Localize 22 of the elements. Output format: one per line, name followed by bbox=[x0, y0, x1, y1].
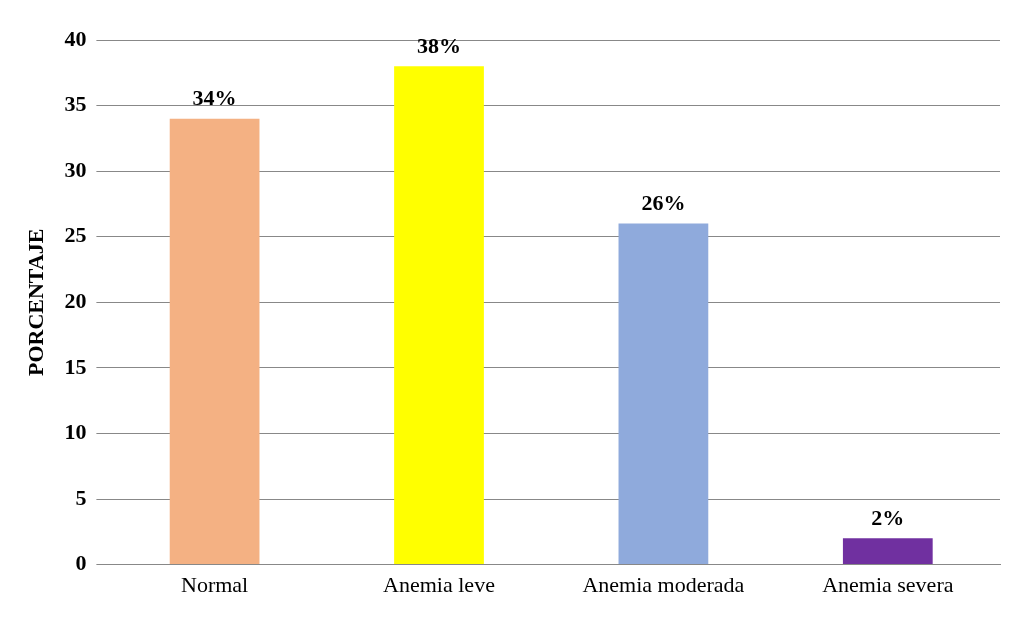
data-label: 38% bbox=[417, 32, 461, 58]
bar bbox=[394, 66, 484, 565]
bar bbox=[842, 538, 933, 565]
data-label: 2% bbox=[871, 505, 905, 531]
x-tick-label: Anemia severa bbox=[822, 571, 954, 597]
y-tick-label: 0 bbox=[75, 550, 87, 576]
data-label: 26% bbox=[641, 190, 686, 216]
bar bbox=[169, 118, 260, 565]
data-label: 34% bbox=[192, 85, 237, 111]
x-tick-label: Normal bbox=[181, 571, 249, 597]
y-tick-label: 40 bbox=[64, 25, 87, 51]
y-tick-label: 25 bbox=[64, 222, 87, 248]
y-tick-label: 15 bbox=[64, 353, 87, 379]
y-tick-label: 35 bbox=[64, 91, 87, 117]
bar bbox=[618, 223, 709, 565]
y-tick-label: 5 bbox=[75, 484, 87, 510]
x-tick-label: Anemia leve bbox=[383, 571, 495, 597]
y-tick-label: 10 bbox=[64, 419, 87, 445]
y-axis-title: PORCENTAJE bbox=[22, 228, 48, 377]
y-tick-label: 30 bbox=[64, 156, 87, 182]
y-tick-label: 20 bbox=[64, 287, 87, 313]
x-tick-label: Anemia moderada bbox=[582, 571, 745, 597]
